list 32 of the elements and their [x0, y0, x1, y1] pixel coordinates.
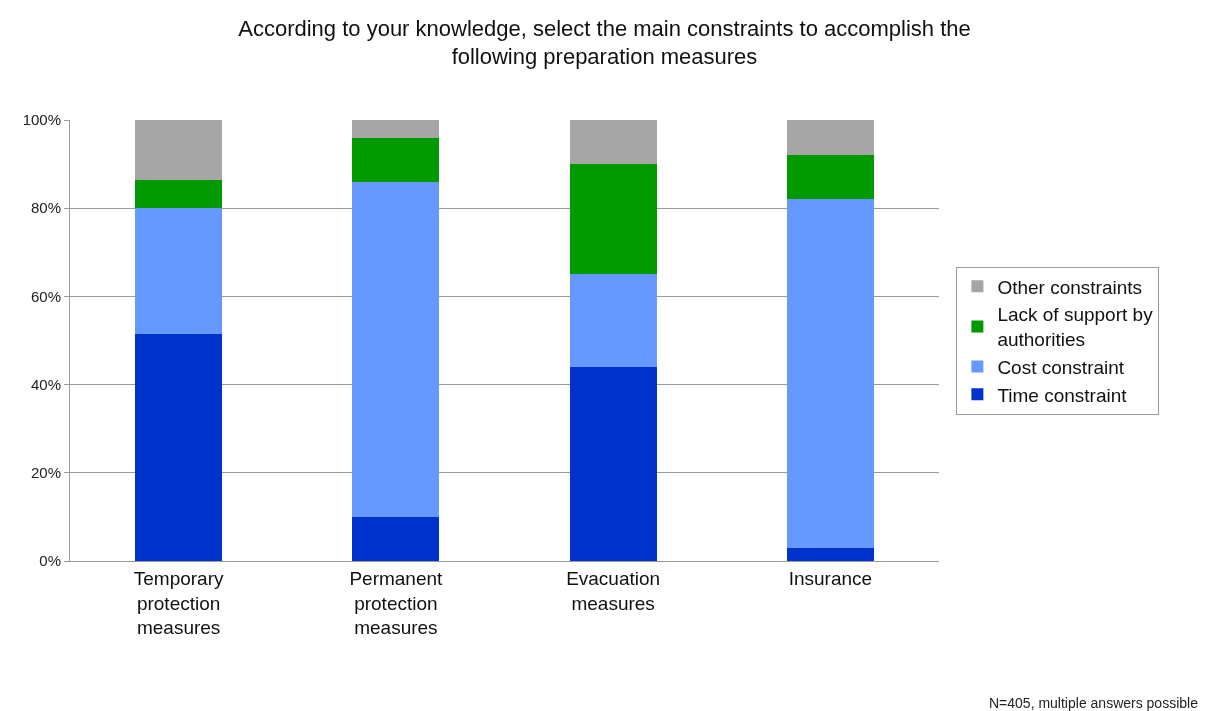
legend-label: Cost constraint [997, 356, 1125, 378]
bar [786, 120, 874, 156]
x-tick-label: Temporary protection measures [133, 567, 224, 639]
y-tick-label: 60% [30, 287, 61, 305]
bar [135, 179, 223, 209]
bar [352, 137, 440, 182]
y-tick-label: 40% [30, 375, 61, 393]
bar [569, 274, 657, 367]
x-tick-label: Evacuation measures [566, 567, 661, 614]
bar [352, 120, 440, 138]
bar [135, 208, 223, 334]
y-tick-label: 0% [39, 552, 61, 570]
x-tick-label: Insurance [788, 567, 873, 589]
bar [569, 366, 657, 561]
y-tick-label: 80% [30, 199, 61, 217]
x-tick-label: Permanent protection measures [349, 567, 444, 639]
legend-label: Time constraint [997, 384, 1128, 406]
y-tick-label: 20% [30, 464, 61, 482]
text: N=405, multiple answers possible [989, 695, 1199, 711]
y-tick-label: 100% [22, 111, 61, 129]
chart-title: According to your knowledge, select the main constraints to accomplish the following preparation measures [238, 15, 971, 70]
bar [569, 120, 657, 165]
bar [135, 120, 223, 180]
legend-label: Other constraints [997, 276, 1143, 298]
bar [352, 516, 440, 561]
bar [569, 164, 657, 275]
bar [786, 547, 874, 561]
bar [352, 181, 440, 517]
bar [786, 199, 874, 548]
bar [135, 333, 223, 561]
legend-label: Lack of support by authorities [997, 304, 1154, 351]
bar [786, 155, 874, 200]
